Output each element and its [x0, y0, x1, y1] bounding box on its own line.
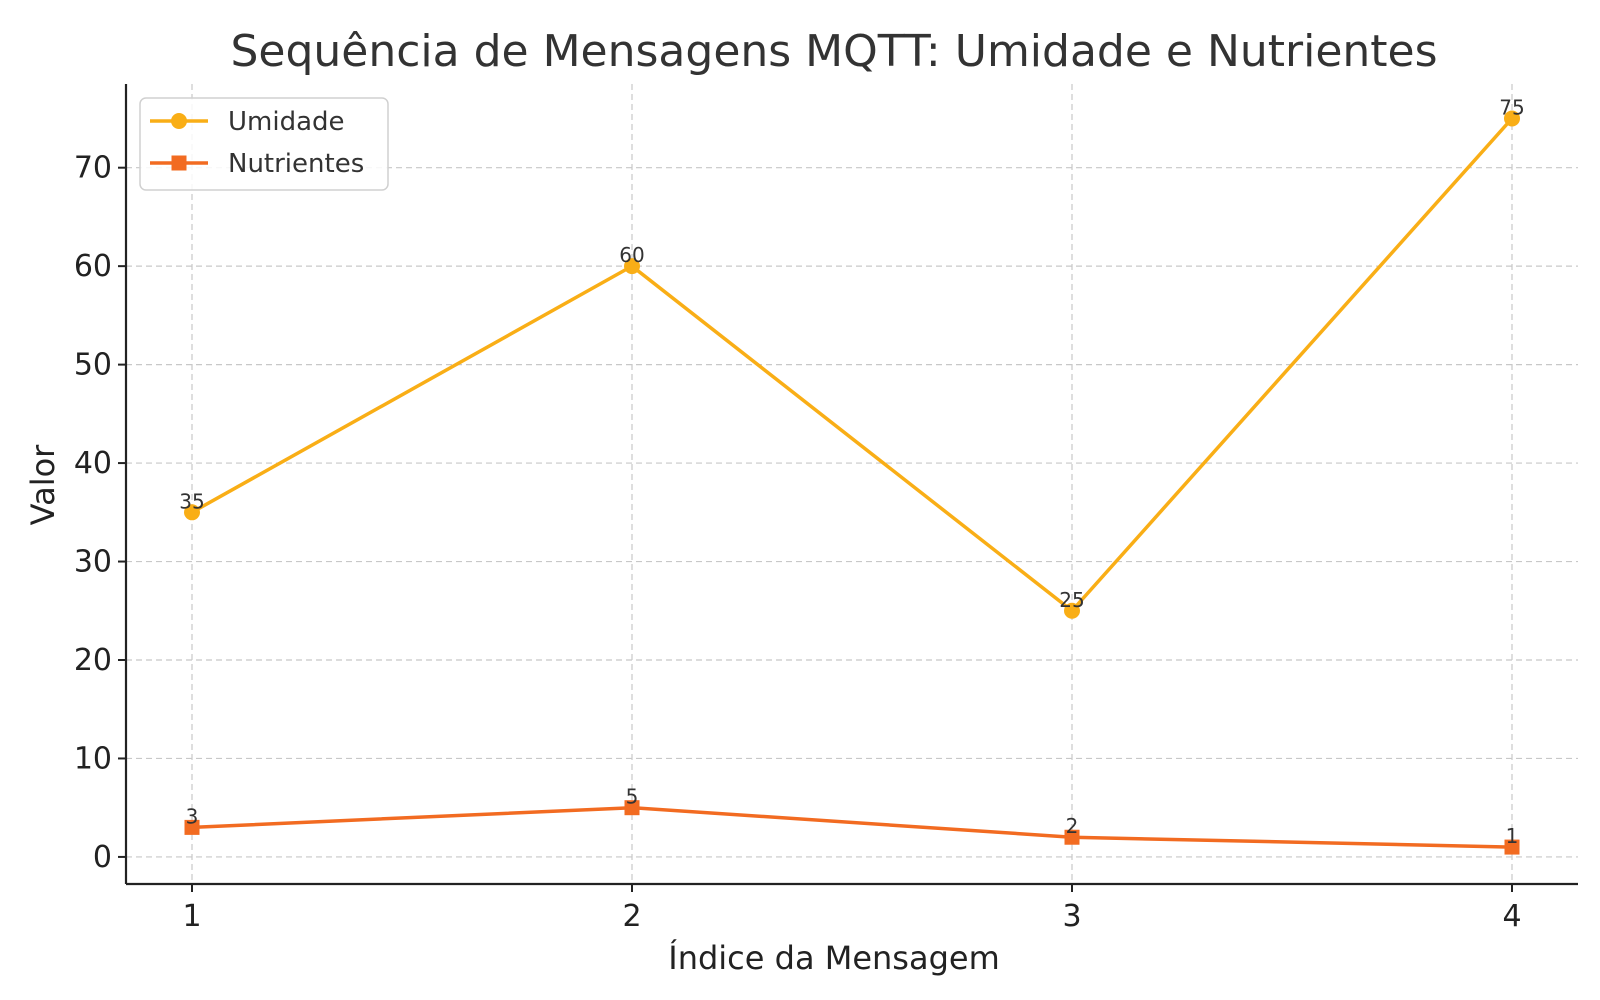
legend-marker-nutrientes — [171, 155, 187, 171]
data-label-nutrientes-1: 3 — [186, 804, 199, 828]
series-umidade — [184, 110, 1520, 619]
point-nutrientes-2 — [624, 800, 640, 816]
x-tick-label-3: 3 — [1062, 899, 1081, 934]
point-nutrientes-4 — [1504, 839, 1520, 855]
y-tick-label-0: 0 — [93, 840, 112, 875]
legend-label-umidade: Umidade — [228, 107, 345, 137]
data-label-nutrientes-3: 2 — [1066, 814, 1079, 838]
data-label-nutrientes-2: 5 — [626, 785, 639, 809]
point-nutrientes-3 — [1064, 829, 1080, 845]
data-label-umidade-1: 35 — [179, 489, 204, 513]
legend-marker-umidade — [171, 113, 187, 129]
x-tick-label-2: 2 — [622, 899, 641, 934]
series-line-umidade — [190, 116, 1514, 613]
axes: 0 10 20 30 40 50 60 70 1 2 3 4 — [74, 84, 1578, 934]
series-group — [184, 110, 1520, 855]
grid — [126, 84, 1578, 884]
y-tick-label-30: 30 — [74, 545, 112, 580]
legend-item-nutrientes: Nutrientes — [150, 149, 364, 179]
y-axis-label: Valor — [24, 444, 62, 525]
y-tick-label-40: 40 — [74, 446, 112, 481]
data-label-nutrientes-4: 1 — [1506, 824, 1519, 848]
point-umidade-1 — [184, 504, 200, 521]
y-tick-label-70: 70 — [74, 151, 112, 186]
point-umidade-4 — [1504, 110, 1520, 127]
y-tick-label-20: 20 — [74, 643, 112, 678]
x-tick-label-4: 4 — [1502, 899, 1521, 934]
legend-item-umidade: Umidade — [150, 107, 345, 137]
x-axis-label: Índice da Mensagem — [668, 939, 1000, 977]
y-tick-label-10: 10 — [74, 741, 112, 776]
point-umidade-3 — [1064, 602, 1080, 619]
data-label-umidade-2: 60 — [619, 243, 644, 267]
series-line-nutrientes — [190, 805, 1514, 849]
y-tick-label-50: 50 — [74, 348, 112, 383]
legend-label-nutrientes: Nutrientes — [228, 149, 364, 179]
chart-title: Sequência de Mensagens MQTT: Umidade e N… — [230, 26, 1437, 77]
x-tick-label-1: 1 — [182, 899, 201, 934]
data-label-umidade-3: 25 — [1059, 588, 1084, 612]
legend: Umidade Nutrientes — [139, 97, 389, 191]
data-label-umidade-4: 75 — [1499, 95, 1524, 119]
series-nutrientes — [184, 800, 1520, 855]
point-umidade-2 — [624, 258, 640, 275]
point-nutrientes-1 — [184, 819, 200, 835]
y-tick-label-60: 60 — [74, 249, 112, 284]
